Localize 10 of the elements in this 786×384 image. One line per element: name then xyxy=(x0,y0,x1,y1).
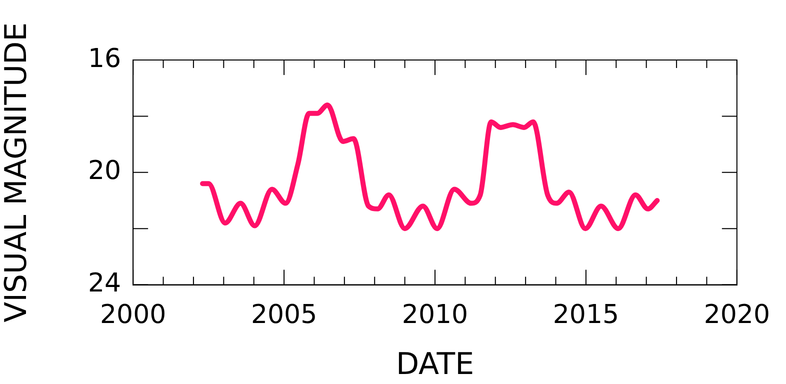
x-tick-label: 2020 xyxy=(704,300,770,330)
x-tick-label: 2010 xyxy=(402,300,468,330)
y-tick-label: 20 xyxy=(88,156,122,186)
x-tick-label: 2005 xyxy=(250,300,318,330)
x-tick-label: 2015 xyxy=(552,300,620,330)
y-axis-title: VISUAL MAGNITUDE xyxy=(0,22,34,322)
x-axis-title: DATE xyxy=(396,346,474,382)
x-tick-label: 2000 xyxy=(100,300,166,330)
y-tick-label: 16 xyxy=(88,44,122,74)
y-tick-label: 24 xyxy=(88,268,122,299)
